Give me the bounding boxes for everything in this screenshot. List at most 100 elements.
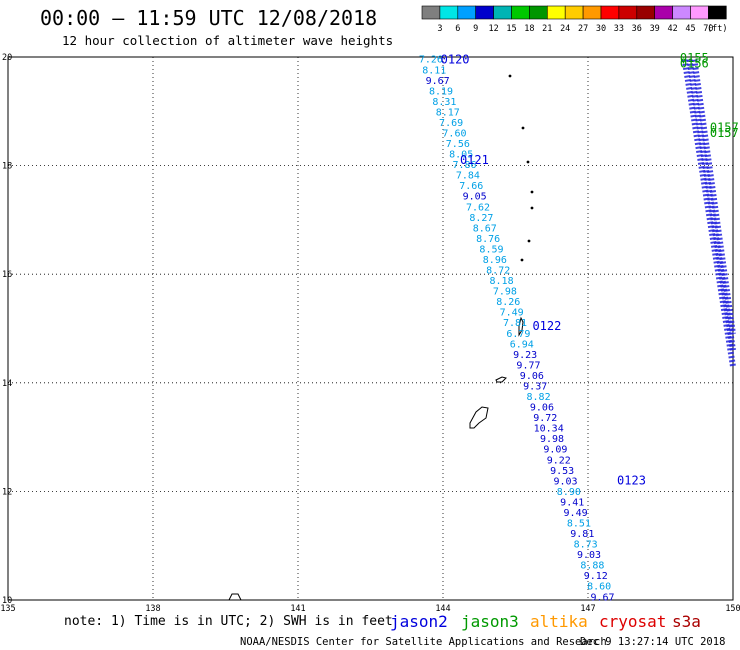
chart-subtitle: 12 hour collection of altimeter wave hei… (62, 33, 393, 48)
x-tick-label: 147 (580, 604, 595, 614)
islet-marker (521, 126, 525, 130)
satellite-name: s3a (672, 612, 701, 631)
swh-value-label: 9.67 (426, 76, 450, 87)
island-outline (228, 593, 242, 601)
legend-tick-label: 3 (437, 24, 442, 34)
swh-value-label: 8.60 (587, 582, 611, 593)
swh-value-label: 6.94 (510, 339, 534, 350)
swh-value-label: 8.51 (567, 519, 591, 530)
track-time-label: 0121 (460, 153, 489, 167)
legend-tick-label: 70 (703, 24, 713, 34)
track-time-label: 0157 (710, 121, 739, 135)
swh-value-label: 9.37 (523, 381, 547, 392)
islet-marker (520, 258, 524, 262)
legend-swatch (493, 5, 512, 20)
legend-tick-label: 24 (560, 24, 570, 34)
legend-swatch (600, 5, 620, 20)
swh-value-label: 8.19 (429, 86, 453, 97)
track-time-label: 0123 (617, 474, 646, 488)
credit-text: NOAA/NESDIS Center for Satellite Applica… (240, 636, 607, 648)
swh-value-label: 9.03 (553, 476, 577, 487)
swh-value-label: 8.18 (490, 276, 514, 287)
legend-tick-label: 12 (488, 24, 498, 34)
swh-value-label: 7.81 (503, 318, 527, 329)
legend-tick-label: 30 (596, 24, 606, 34)
swh-value-label: 8.26 (496, 297, 520, 308)
legend-swatch (457, 5, 476, 20)
legend-tick-label: 36 (632, 24, 642, 34)
y-tick-label: 12 (2, 487, 12, 497)
x-tick-label: 141 (290, 604, 305, 614)
legend-tick-label: 27 (578, 24, 588, 34)
y-tick-label: 14 (2, 379, 12, 389)
swh-value-label: 9.06 (530, 403, 554, 414)
swh-value-label: 8.59 (479, 244, 503, 255)
swh-value-label: 9.12 (584, 571, 608, 582)
islet-marker (508, 74, 512, 78)
legend-swatch (690, 5, 709, 20)
swh-value-label: 8.11 (422, 65, 446, 76)
island-outline (495, 376, 507, 383)
satellite-name: cryosat (599, 612, 666, 631)
legend-tick-label: 39 (650, 24, 660, 34)
legend-swatch (564, 5, 584, 20)
islet-marker (527, 239, 531, 243)
legend-tick-label: 45 (685, 24, 695, 34)
swh-value-label: 6.79 (506, 329, 530, 340)
x-tick-label: 150 (725, 604, 740, 614)
swh-color-legend: 3 6 9 12 15 18 21 24 27 30 33 36 39 42 45 70(ft) (421, 5, 728, 34)
track-time-label: 0120 (441, 53, 470, 67)
swh-value-label: 8.67 (473, 223, 497, 234)
swh-value-label: 9.06 (520, 371, 544, 382)
islet-marker (526, 160, 530, 164)
track-time-label: 0156 (680, 57, 709, 71)
swh-value-label: 9.81 (570, 529, 594, 540)
y-tick-label: 16 (2, 270, 12, 280)
x-tick-label: 138 (145, 604, 160, 614)
footer-note: note: 1) Time is in UTC; 2) SWH is in fe… (64, 614, 393, 629)
swh-value-label: 8.27 (469, 213, 493, 224)
swh-value-label: 9.98 (540, 434, 564, 445)
swh-value-label: 9.72 (533, 413, 557, 424)
swh-value-label: 7.84 (456, 171, 480, 182)
legend-tick-label: 33 (614, 24, 624, 34)
swh-value-label: 7.60 (442, 128, 466, 139)
swh-value-label: 9.41 (560, 497, 584, 508)
satellite-name: jason3 (461, 612, 519, 631)
legend-tick-label: 21 (542, 24, 552, 34)
legend-tick-label: 15 (506, 24, 516, 34)
legend-swatch (546, 5, 566, 20)
swh-value-label: 9.05 (463, 192, 487, 203)
plot-frame (7, 56, 734, 601)
legend-swatch (511, 5, 530, 20)
legend-swatch (529, 5, 548, 20)
swh-value-label: 7.56 (446, 139, 470, 150)
legend-swatch (708, 5, 727, 20)
y-tick-label: 20 (2, 53, 12, 63)
track-time-label: 0157 (710, 126, 739, 140)
legend-swatch (582, 5, 602, 20)
legend-tick-label: 18 (524, 24, 534, 34)
swh-value-label: 9.77 (516, 360, 540, 371)
swh-value-label: 8.05 (449, 150, 473, 161)
swh-value-label: 8.96 (483, 255, 507, 266)
swh-value-label: 9.03 (577, 550, 601, 561)
timestamp-text: Dec 9 13:27:14 UTC 2018 (580, 636, 725, 648)
swh-value-label: 8.82 (527, 392, 551, 403)
swh-value-label: 8.73 (574, 540, 598, 551)
swh-value-label: 8.90 (557, 487, 581, 498)
islet-marker (530, 190, 534, 194)
swh-value-label: 9.09 (543, 445, 567, 456)
swh-value-label: 9.49 (564, 508, 588, 519)
swh-value-label: 9.23 (513, 350, 537, 361)
satellite-name: altika (530, 612, 588, 631)
x-tick-label: 135 (0, 604, 15, 614)
swh-value-label: 7.49 (500, 308, 524, 319)
swh-value-label: 7.98 (493, 287, 517, 298)
legend-tick-label: 6 (455, 24, 460, 34)
swh-value-label: 10.34 (534, 424, 564, 435)
track-time-label: 0122 (532, 319, 561, 333)
y-tick-label: 10 (2, 596, 12, 606)
